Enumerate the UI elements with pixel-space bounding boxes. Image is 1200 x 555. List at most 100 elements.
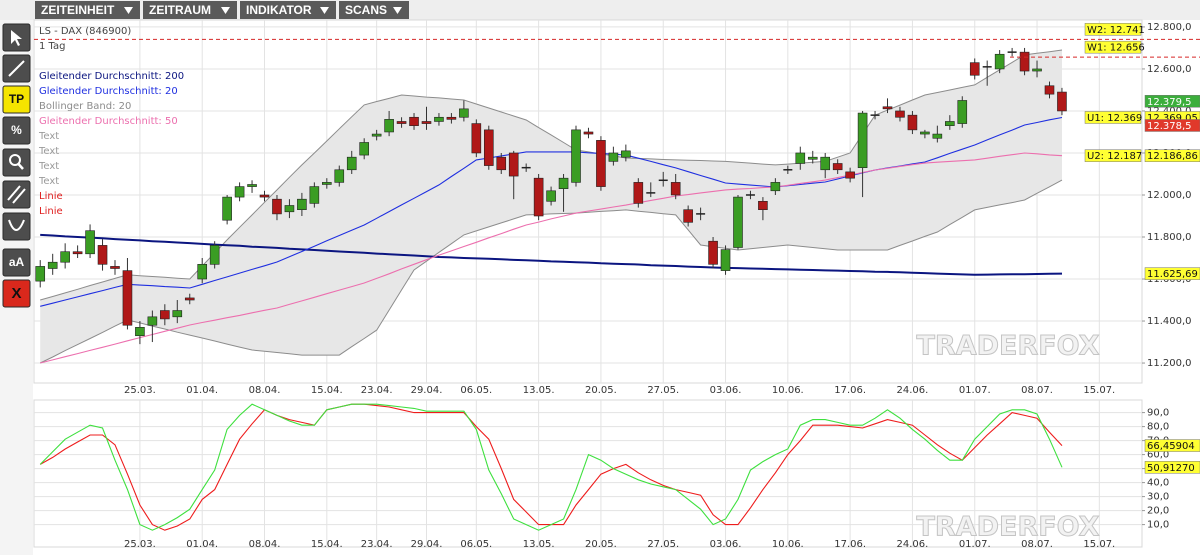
candle-body	[35, 266, 46, 282]
tool-label: aA	[9, 255, 25, 269]
candle-body	[832, 163, 843, 171]
candle-body	[110, 266, 120, 269]
candle-body	[247, 184, 257, 187]
candle-body	[284, 205, 295, 213]
candle-body	[758, 200, 768, 210]
price-tag: 12.379,5	[1147, 97, 1192, 108]
menu-label: ZEITRAUM	[149, 3, 211, 17]
x-tick-label: 08.04.	[249, 539, 281, 550]
legend-entry: Text	[38, 161, 59, 172]
candle-body	[60, 251, 70, 263]
legend-entry: Gleitender Durchschnitt: 50	[39, 116, 178, 127]
x-tick-label: 10.06.	[772, 385, 804, 396]
candle-body	[272, 198, 282, 215]
chart-subtitle: 1 Tag	[39, 41, 65, 52]
candle-body	[259, 194, 270, 198]
level-label-box	[1084, 149, 1142, 162]
level-label: U2: 12.187	[1087, 151, 1142, 162]
candle-body	[1044, 85, 1055, 95]
candle-body	[608, 152, 619, 162]
x-tick-label: 01.04.	[186, 539, 218, 550]
level-label-box	[1084, 23, 1142, 36]
line	[40, 152, 1063, 364]
y-tick-label: 30,0	[1147, 492, 1169, 503]
chart-title: LS - DAX (846900)	[39, 26, 131, 37]
legend-entry: Gleitender Durchschnitt: 20	[39, 86, 178, 97]
candle-body	[1057, 91, 1067, 112]
x-tick-label: 15.07.	[1083, 539, 1115, 550]
candle-body	[807, 156, 818, 160]
x-tick-label: 29.04.	[411, 385, 443, 396]
price-tag: 12.378,5	[1147, 121, 1192, 132]
candle-body	[396, 121, 407, 124]
y-tick-label: 12.000,0	[1147, 190, 1192, 201]
candle-body	[670, 182, 681, 196]
x-tick-label: 15.04.	[311, 539, 343, 550]
menu-tab[interactable]	[339, 1, 409, 19]
menu-arrow	[320, 7, 329, 14]
candle-body	[135, 327, 145, 337]
cursor-icon	[11, 30, 22, 46]
tool-text[interactable]	[2, 248, 31, 277]
line	[39, 403, 1063, 531]
candle-body	[932, 133, 943, 139]
menu-tab[interactable]	[143, 1, 237, 19]
candle-body	[571, 129, 581, 183]
x-tick-label: 15.04.	[311, 385, 343, 396]
menu-arrow	[124, 7, 133, 14]
candle-body	[97, 245, 108, 265]
level-label-box	[1084, 111, 1142, 124]
menu-tab[interactable]	[35, 1, 140, 19]
x-tick-label: 25.03.	[124, 385, 156, 396]
line-last-label: 12.186,86	[1147, 151, 1198, 162]
y-tick-label: 11.200,0	[1147, 358, 1192, 369]
candle-body	[446, 116, 457, 120]
candle-body	[346, 156, 357, 171]
x-tick-label: 20.05.	[585, 539, 617, 550]
candle-body	[920, 131, 930, 135]
candle-body	[857, 112, 868, 168]
line-last-label: 50,91270	[1147, 463, 1195, 474]
x-tick-label: 13.05.	[523, 539, 555, 550]
level-label: W1: 12.656	[1087, 43, 1145, 54]
candle-body	[1019, 51, 1030, 72]
tool-percent[interactable]	[2, 116, 31, 145]
tool-curve[interactable]	[2, 212, 31, 241]
candle-body	[384, 119, 394, 133]
legend-entry: Bollinger Band: 20	[39, 101, 131, 112]
tool-channel[interactable]	[2, 180, 31, 209]
menu-tab[interactable]	[240, 1, 336, 19]
candle-body	[147, 316, 158, 326]
y-tick-label: 40,0	[1147, 478, 1169, 489]
x-tick-label: 27.05.	[647, 385, 679, 396]
menu-arrow	[393, 7, 402, 14]
tool-delete[interactable]	[2, 279, 31, 308]
candle-body	[47, 261, 58, 269]
candle-body	[546, 190, 556, 202]
line-last-label-box	[1144, 149, 1200, 162]
candle-body	[770, 182, 781, 192]
line-last-label: 66,45904	[1147, 441, 1195, 452]
legend-entry: Gleitender Durchschnitt: 200	[39, 71, 184, 82]
x-tick-label: 01.04.	[186, 385, 218, 396]
legend-entry: Linie	[39, 206, 63, 217]
line-last-label: 12.369,05	[1147, 113, 1198, 124]
candle-body	[371, 133, 382, 137]
candle-body	[733, 196, 743, 248]
candle-body	[72, 251, 83, 255]
legend-entry: Text	[38, 146, 59, 157]
tool-zoom[interactable]	[2, 148, 31, 177]
y-tick-label: 10,0	[1147, 520, 1169, 531]
tool-tp[interactable]	[2, 85, 31, 114]
legend-entry: Text	[38, 176, 59, 187]
candle-body	[122, 270, 133, 326]
y-tick-label: 11.400,0	[1147, 316, 1192, 327]
x-tick-label: 20.05.	[585, 385, 617, 396]
x-tick-label: 08.07.	[1021, 539, 1053, 550]
y-tick-label: 11.800,0	[1147, 232, 1192, 243]
candle-body	[945, 121, 955, 126]
level-label: U1: 12.369	[1087, 113, 1142, 124]
x-tick-label: 06.05.	[460, 385, 492, 396]
y-tick-label: 80,0	[1147, 422, 1169, 433]
